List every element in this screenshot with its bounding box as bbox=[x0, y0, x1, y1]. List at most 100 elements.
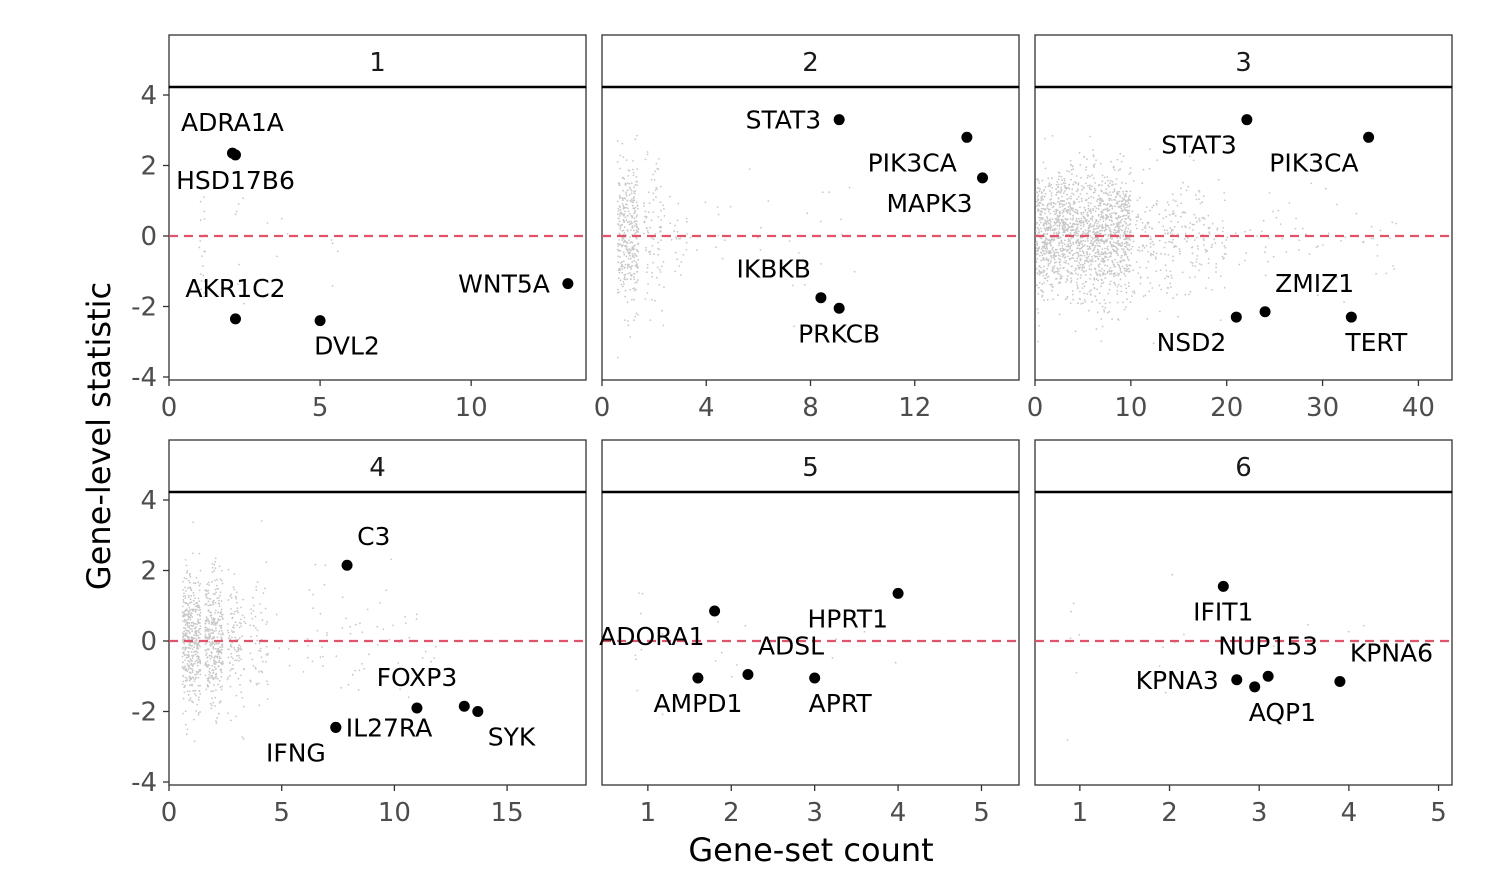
background-point bbox=[1075, 217, 1078, 220]
background-point bbox=[206, 660, 209, 663]
x-tick-label: 5 bbox=[973, 798, 990, 828]
background-point bbox=[1049, 198, 1052, 201]
background-point bbox=[229, 638, 232, 641]
background-point bbox=[210, 690, 213, 693]
background-point bbox=[187, 602, 189, 605]
background-point bbox=[1126, 268, 1128, 271]
background-point bbox=[1123, 197, 1126, 200]
background-point bbox=[1113, 272, 1115, 275]
background-point bbox=[182, 636, 184, 639]
background-point bbox=[1123, 220, 1126, 223]
background-point bbox=[1125, 241, 1128, 244]
background-point bbox=[669, 222, 672, 225]
background-point bbox=[1055, 277, 1058, 280]
background-point bbox=[1126, 298, 1128, 301]
background-point bbox=[894, 661, 897, 664]
background-point bbox=[1108, 301, 1111, 304]
background-point bbox=[853, 270, 856, 273]
background-point bbox=[1113, 190, 1116, 192]
background-point bbox=[182, 615, 184, 617]
background-point bbox=[628, 221, 631, 223]
background-point bbox=[1076, 228, 1078, 231]
background-point bbox=[217, 632, 220, 635]
background-point bbox=[331, 285, 334, 287]
background-point bbox=[1138, 196, 1141, 199]
background-point bbox=[226, 678, 229, 681]
highlighted-point bbox=[833, 302, 845, 314]
background-point bbox=[1129, 171, 1132, 174]
background-point bbox=[215, 629, 217, 632]
background-point bbox=[1149, 209, 1151, 212]
background-point bbox=[632, 201, 634, 204]
background-point bbox=[191, 657, 194, 660]
background-point bbox=[1075, 212, 1078, 214]
background-point bbox=[1119, 187, 1122, 190]
background-point bbox=[210, 623, 213, 625]
background-point bbox=[1054, 218, 1057, 220]
highlighted-point bbox=[1363, 131, 1375, 143]
background-point bbox=[652, 238, 655, 241]
background-point bbox=[1138, 250, 1141, 252]
background-point bbox=[1099, 162, 1102, 165]
background-point bbox=[227, 656, 230, 659]
background-point bbox=[616, 291, 619, 294]
background-point bbox=[231, 616, 234, 619]
background-point bbox=[1103, 259, 1105, 262]
background-point bbox=[399, 688, 402, 690]
background-point bbox=[1039, 271, 1041, 273]
background-point bbox=[1069, 302, 1072, 304]
background-point bbox=[1151, 227, 1153, 230]
background-point bbox=[196, 644, 198, 647]
background-point bbox=[1103, 176, 1106, 179]
background-point bbox=[1317, 245, 1319, 248]
background-point bbox=[1199, 202, 1202, 205]
background-point bbox=[635, 175, 638, 178]
background-point bbox=[1116, 202, 1119, 205]
background-point bbox=[1043, 195, 1046, 198]
background-point bbox=[620, 283, 623, 286]
background-point bbox=[652, 211, 655, 214]
background-point bbox=[1088, 290, 1091, 293]
background-point bbox=[631, 298, 633, 301]
background-point bbox=[212, 593, 215, 595]
background-point bbox=[619, 249, 622, 252]
background-point bbox=[1069, 232, 1072, 234]
background-point bbox=[199, 660, 202, 663]
highlighted-point bbox=[833, 114, 845, 126]
background-point bbox=[621, 245, 623, 248]
background-point bbox=[335, 655, 338, 658]
background-point bbox=[200, 288, 203, 291]
background-point bbox=[1065, 281, 1067, 283]
background-point bbox=[649, 226, 651, 229]
background-point bbox=[1076, 264, 1079, 267]
background-point bbox=[1076, 220, 1078, 223]
background-point bbox=[404, 615, 406, 618]
background-point bbox=[1172, 238, 1174, 241]
background-point bbox=[198, 552, 201, 555]
background-point bbox=[1077, 238, 1080, 241]
background-point bbox=[306, 638, 309, 640]
background-point bbox=[205, 688, 208, 691]
background-point bbox=[1179, 252, 1181, 255]
background-point bbox=[1098, 194, 1100, 197]
background-point bbox=[1043, 282, 1046, 284]
background-point bbox=[1108, 288, 1111, 291]
background-point bbox=[266, 698, 269, 700]
background-point bbox=[1059, 258, 1062, 261]
background-point bbox=[1048, 182, 1051, 185]
background-point bbox=[199, 711, 202, 713]
background-point bbox=[1076, 188, 1079, 191]
background-point bbox=[1178, 248, 1181, 250]
background-point bbox=[1042, 233, 1045, 235]
background-point bbox=[1037, 312, 1040, 314]
background-point bbox=[1117, 169, 1120, 172]
background-point bbox=[735, 664, 738, 666]
background-point bbox=[630, 268, 632, 270]
background-point bbox=[189, 618, 192, 621]
background-point bbox=[1142, 244, 1144, 247]
background-point bbox=[191, 700, 193, 703]
background-point bbox=[1109, 231, 1112, 233]
background-point bbox=[621, 268, 624, 270]
background-point bbox=[627, 324, 630, 327]
background-point bbox=[1127, 224, 1129, 227]
